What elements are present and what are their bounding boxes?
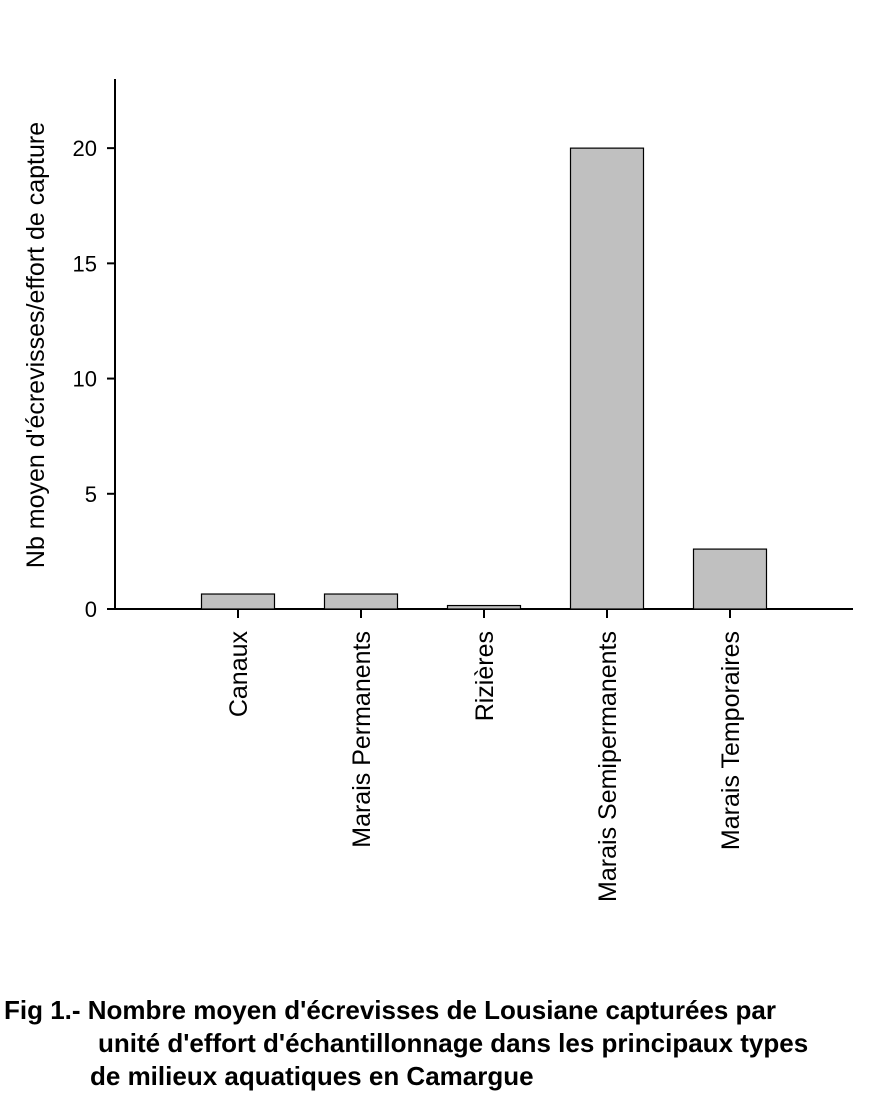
y-tick-label: 10 (73, 367, 97, 392)
bar (692, 548, 768, 610)
figure-caption-line-2: unité d'effort d'échantillonnage dans le… (98, 1028, 809, 1058)
chart-axes (114, 79, 853, 610)
x-tick-label: Rizières (471, 631, 499, 721)
bar (323, 593, 399, 610)
y-tick-label: 15 (73, 251, 97, 276)
y-tick-label: 0 (85, 597, 97, 622)
y-axis-label: Nb moyen d'écrevisses/effort de capture (22, 122, 50, 568)
bar (569, 147, 645, 610)
x-tick-label: Marais Permanents (348, 631, 376, 848)
chart-bars (200, 147, 768, 610)
y-axis-ticks: 0 5 10 15 20 (73, 136, 115, 622)
bar-chart: 0 5 10 15 20 Canaux Marais Permanents Rizières… (22, 79, 853, 902)
y-tick-label: 5 (85, 482, 97, 507)
x-tick-label: Canaux (225, 631, 253, 718)
y-tick-label: 20 (73, 136, 97, 161)
x-tick-label: Marais Semipermanents (594, 631, 622, 902)
bar (446, 604, 522, 610)
bar (200, 593, 276, 610)
figure-caption-line-1: Fig 1.- Nombre moyen d'écrevisses de Lou… (4, 995, 777, 1025)
figure-caption-line-3: de milieux aquatiques en Camargue (90, 1061, 534, 1091)
x-axis-labels: Canaux Marais Permanents Rizières Marais Se… (225, 609, 745, 902)
x-tick-label: Marais Temporaires (717, 631, 745, 850)
